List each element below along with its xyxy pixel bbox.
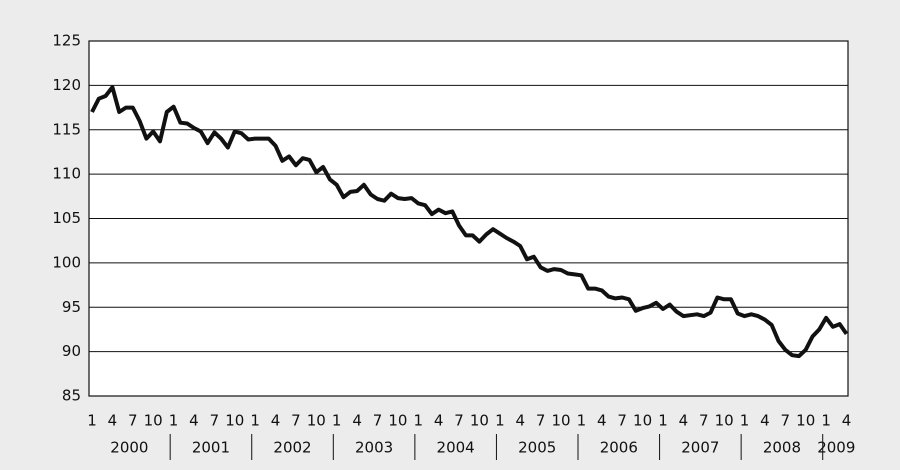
y-tick-label: 85: [62, 387, 81, 405]
x-tick-label: 4: [679, 412, 689, 430]
year-label: 2000: [110, 439, 148, 457]
x-tick-label: 10: [633, 412, 652, 430]
x-tick-label: 7: [617, 412, 627, 430]
x-tick-label: 1: [740, 412, 750, 430]
y-tick-label: 105: [52, 209, 81, 227]
x-tick-label: 10: [307, 412, 326, 430]
year-label: 2007: [681, 439, 719, 457]
year-label: 2003: [355, 439, 393, 457]
y-tick-label: 120: [52, 76, 81, 94]
x-tick-label: 10: [551, 412, 570, 430]
x-tick-label: 1: [413, 412, 423, 430]
y-tick-label: 110: [52, 165, 81, 183]
x-tick-label: 10: [470, 412, 489, 430]
x-tick-label: 1: [495, 412, 505, 430]
x-tick-label: 10: [388, 412, 407, 430]
year-label: 2008: [763, 439, 801, 457]
data-line: [90, 85, 849, 359]
y-tick-label: 100: [52, 253, 81, 271]
y-tick-label: 95: [62, 298, 81, 316]
x-tick-label: 4: [434, 412, 444, 430]
x-tick-label: 10: [225, 412, 244, 430]
x-tick-label: 7: [210, 412, 220, 430]
x-tick-label: 1: [169, 412, 179, 430]
x-tick-label: 4: [515, 412, 525, 430]
x-tick-label: 7: [699, 412, 709, 430]
x-tick-label: 4: [189, 412, 199, 430]
x-tick-label: 4: [271, 412, 281, 430]
x-tick-label: 7: [291, 412, 301, 430]
y-tick-label: 125: [52, 32, 81, 50]
x-tick-label: 4: [842, 412, 852, 430]
x-tick-label: 4: [760, 412, 770, 430]
x-tick-label: 4: [352, 412, 362, 430]
y-tick-label: 115: [52, 120, 81, 138]
x-tick-label: 1: [250, 412, 260, 430]
year-label: 2005: [518, 439, 556, 457]
year-label: 2001: [192, 439, 230, 457]
x-tick-label: 7: [536, 412, 546, 430]
year-label: 2006: [600, 439, 638, 457]
x-tick-label: 10: [144, 412, 163, 430]
year-label: 2009: [817, 439, 855, 457]
x-tick-label: 4: [108, 412, 118, 430]
x-tick-label: 10: [796, 412, 815, 430]
x-tick-label: 1: [332, 412, 342, 430]
x-tick-label: 7: [373, 412, 383, 430]
x-tick-label: 1: [821, 412, 831, 430]
x-tick-label: 1: [658, 412, 668, 430]
x-tick-label: 4: [597, 412, 607, 430]
x-tick-label: 7: [128, 412, 138, 430]
x-tick-label: 1: [87, 412, 97, 430]
year-label: 2002: [273, 439, 311, 457]
x-tick-label: 1: [577, 412, 587, 430]
year-label: 2004: [437, 439, 475, 457]
x-tick-label: 7: [781, 412, 791, 430]
x-tick-label: 10: [715, 412, 734, 430]
y-tick-label: 90: [62, 342, 81, 360]
x-tick-label: 7: [454, 412, 464, 430]
